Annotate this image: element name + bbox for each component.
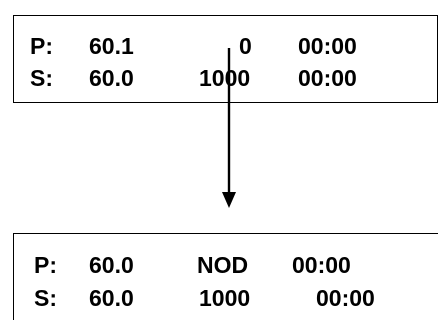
top-p-count: 0 (239, 33, 252, 59)
top-p-label: P: (30, 33, 53, 59)
top-s-value: 60.0 (89, 65, 134, 91)
arrow-head (222, 192, 236, 208)
top-display-panel (13, 15, 438, 103)
bottom-display-panel (13, 233, 438, 320)
top-p-value: 60.1 (89, 33, 134, 59)
top-p-time: 00:00 (298, 33, 357, 59)
top-s-label: S: (30, 65, 53, 91)
bottom-s-value: 60.0 (89, 285, 134, 311)
bottom-s-count: 1000 (199, 285, 251, 311)
bottom-p-count: NOD (197, 252, 249, 278)
bottom-p-value: 60.0 (89, 252, 134, 278)
bottom-p-label: P: (34, 252, 57, 278)
bottom-s-label: S: (34, 285, 57, 311)
bottom-s-time: 00:00 (316, 285, 375, 311)
top-s-count: 1000 (199, 65, 251, 91)
bottom-p-time: 00:00 (292, 252, 351, 278)
top-s-time: 00:00 (298, 65, 357, 91)
